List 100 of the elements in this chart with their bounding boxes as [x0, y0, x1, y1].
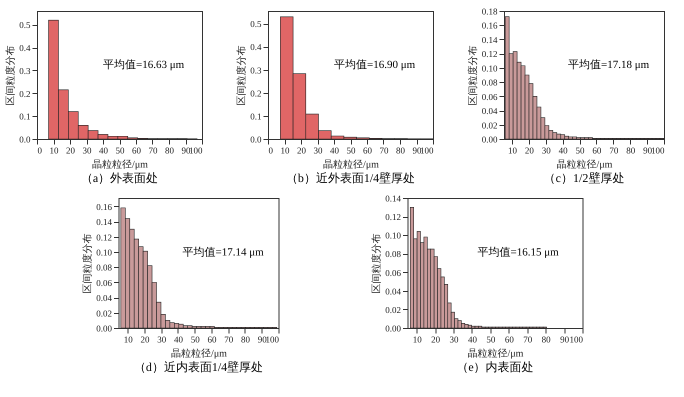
annotation: 平均值=16.63 μm: [103, 58, 185, 71]
y-axis-title: 区间粒度分布: [235, 46, 248, 106]
y-tick-label: 0.06: [385, 268, 402, 278]
y-tick-label: 0.00: [482, 134, 498, 144]
y-tick-label: 0.02: [482, 120, 498, 130]
y-tick-label: 0.08: [385, 249, 402, 260]
x-axis-title: 晶粒粒径/μm: [468, 348, 524, 360]
x-axis-title: 晶粒粒径/μm: [323, 160, 380, 170]
y-tick-label: 0.5: [250, 19, 262, 30]
y-tick-label: 0.2: [250, 88, 262, 98]
y-tick-label: 0.3: [250, 65, 262, 76]
x-tick-label: 80: [626, 146, 636, 156]
y-tick-label: 0.02: [96, 308, 112, 318]
x-tick-label: 30: [542, 146, 552, 156]
x-tick-label: 40: [468, 334, 478, 344]
x-tick-label: 100: [189, 146, 203, 156]
x-tick-label: 70: [148, 146, 158, 156]
y-tick-label: 0.06: [96, 278, 112, 288]
y-tick-label: 0.0: [19, 134, 31, 144]
x-tick-label: 60: [363, 146, 372, 156]
x-tick-label: 10: [50, 146, 59, 156]
y-axis-title: 区间粒度分布: [370, 234, 382, 294]
x-tick-label: 100: [420, 146, 434, 156]
x-tick-label: 20: [297, 146, 306, 156]
y-tick-label: 0.14: [385, 194, 402, 204]
y-tick-label: 0.1: [250, 111, 262, 122]
x-tick-label: 100: [651, 146, 665, 156]
x-tick-label: 30: [82, 146, 92, 156]
y-tick-label: 0.08: [96, 262, 112, 273]
y-tick-label: 0.10: [96, 247, 112, 258]
x-tick-label: 80: [396, 146, 406, 156]
x-tick-label: 70: [224, 334, 234, 344]
x-tick-label: 90: [182, 146, 191, 156]
x-tick-label: 20: [431, 334, 441, 344]
annotation: 平均值=16.15 μm: [478, 246, 560, 259]
y-tick-label: 0.18: [482, 6, 498, 16]
annotation: 平均值=17.14 μm: [182, 246, 264, 259]
y-axis-title: 区间粒度分布: [466, 46, 479, 106]
y-tick-label: 0.14: [482, 34, 498, 45]
y-tick-label: 0.12: [482, 49, 498, 60]
y-tick-label: 0.16: [482, 20, 498, 31]
x-tick-label: 30: [314, 146, 323, 156]
x-tick-label: 90: [560, 334, 570, 344]
x-tick-label: 20: [66, 146, 76, 156]
text: （d）近内表面1/4壁厚处: [134, 360, 264, 374]
x-tick-label: 60: [504, 334, 514, 344]
x-tick-label: 20: [524, 146, 534, 156]
x-tick-label: 80: [240, 334, 250, 344]
y-tick-label: 0.00: [385, 324, 402, 334]
y-tick-label: 0.3: [19, 66, 31, 76]
text: （b）近外表面1/4壁厚处: [286, 171, 416, 185]
x-tick-label: 60: [132, 146, 142, 156]
x-tick-label: 30: [450, 334, 460, 344]
y-tick-label: 0.10: [482, 63, 498, 74]
y-tick-label: 0.16: [96, 202, 112, 212]
x-tick-label: 30: [157, 334, 167, 344]
x-tick-label: 40: [99, 146, 108, 156]
x-tick-label: 0: [38, 146, 42, 156]
x-axis-title: 晶粒粒径/μm: [92, 160, 148, 170]
x-tick-label: 70: [609, 146, 619, 156]
x-tick-label: 80: [165, 146, 174, 156]
x-tick-label: 90: [258, 334, 268, 344]
y-tick-label: 0.4: [19, 43, 31, 54]
x-tick-label: 90: [412, 146, 422, 156]
y-tick-label: 0.10: [385, 230, 402, 241]
x-tick-label: 60: [207, 334, 217, 344]
x-tick-label: 10: [508, 146, 518, 156]
x-tick-label: 70: [523, 334, 533, 344]
x-tick-label: 40: [558, 146, 568, 156]
annotation: 平均值=17.18 μm: [568, 58, 650, 71]
x-tick-label: 50: [346, 146, 356, 156]
x-tick-label: 40: [330, 146, 340, 156]
x-tick-label: 50: [576, 146, 586, 156]
y-tick-label: 0.2: [19, 88, 30, 99]
x-tick-label: 90: [643, 146, 653, 156]
x-tick-label: 10: [124, 334, 134, 344]
y-tick-label: 0.04: [96, 293, 112, 304]
y-tick-label: 0.06: [482, 92, 498, 102]
y-tick-label: 0.12: [385, 212, 401, 222]
x-tick-label: 60: [592, 146, 602, 156]
x-tick-label: 50: [190, 334, 200, 344]
y-tick-label: 0.08: [482, 78, 498, 88]
y-tick-label: 0.0: [250, 134, 262, 144]
y-axis-title: 区间粒度分布: [4, 46, 16, 106]
y-tick-label: 0.1: [19, 112, 30, 122]
x-tick-label: 80: [542, 334, 552, 344]
x-tick-label: 100: [266, 334, 280, 344]
y-tick-label: 0.14: [96, 217, 112, 228]
x-tick-label: 0: [268, 146, 274, 156]
x-tick-label: 100: [570, 334, 584, 344]
x-tick-label: 50: [486, 334, 496, 344]
text: （c）1/2壁厚处: [544, 171, 624, 185]
x-tick-label: 70: [380, 146, 389, 156]
x-tick-label: 20: [140, 334, 150, 344]
annotation: 平均值=16.90 μm: [334, 58, 416, 71]
y-tick-label: 0.04: [385, 286, 402, 296]
y-tick-label: 0.04: [482, 106, 498, 116]
x-axis-title: 晶粒粒径/μm: [171, 348, 228, 360]
text: （a）外表面处: [80, 171, 158, 185]
x-axis-title: 晶粒粒径/μm: [556, 160, 613, 170]
